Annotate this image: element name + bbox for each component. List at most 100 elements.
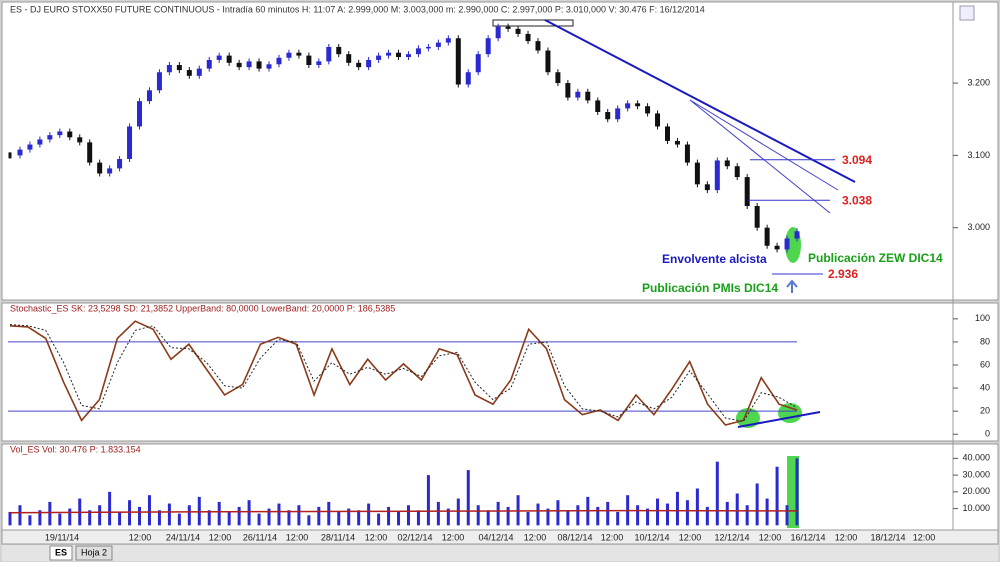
x-tick-label: 12:00 (365, 532, 388, 542)
volume-bar (297, 505, 301, 526)
y-tick-label: 20 (980, 406, 990, 416)
candle (645, 106, 651, 114)
x-tick-label: 12:00 (442, 532, 465, 542)
volume-bar (556, 500, 560, 526)
volume-bar (217, 501, 221, 526)
y-tick-label: 40 (980, 382, 990, 392)
x-tick-label: 28/11/14 (321, 532, 355, 542)
candle (694, 162, 700, 185)
x-tick-label: 12:00 (835, 532, 858, 542)
volume-bar (227, 511, 231, 526)
y-tick-label: 100 (975, 313, 990, 323)
x-tick-label: 12/12/14 (714, 532, 749, 542)
candle (415, 48, 421, 55)
candle (774, 245, 780, 250)
x-tick-label: 24/11/14 (166, 532, 200, 542)
x-tick-label: 12:00 (286, 532, 309, 542)
y-tick-label: 60 (980, 359, 990, 369)
candle (146, 90, 152, 102)
volume-bar (546, 508, 550, 526)
volume-bar (636, 505, 640, 526)
candle (336, 46, 342, 55)
volume-bar (486, 510, 490, 526)
candle (684, 144, 690, 163)
volume-bar (755, 483, 759, 526)
candle (376, 55, 382, 60)
candle (107, 168, 113, 174)
candle (655, 113, 661, 127)
y-tick-label: 3.200 (967, 77, 990, 87)
tab-label[interactable]: ES (55, 547, 67, 557)
candle (515, 28, 521, 34)
x-tick-label: 10/12/14 (634, 532, 669, 542)
volume-bar (347, 508, 351, 526)
top-box (492, 19, 574, 27)
volume-bar (138, 506, 142, 526)
price-panel (1, 1, 999, 301)
volume-bar (177, 513, 181, 526)
volume-bar (476, 505, 480, 526)
candle (256, 61, 262, 69)
candle (137, 101, 143, 127)
candle (316, 61, 322, 65)
candle (714, 160, 720, 191)
candle (37, 139, 43, 145)
candle (306, 55, 312, 65)
volume-bar (446, 508, 450, 526)
volume-bar (377, 513, 381, 526)
level-label: 3.038 (842, 193, 872, 207)
arrow (786, 279, 798, 293)
volume-bar (416, 510, 420, 526)
volume-bar (526, 511, 530, 526)
candle (206, 59, 212, 69)
volume-bar (108, 491, 112, 526)
volume-bar (725, 501, 729, 526)
volume-bar (606, 501, 610, 526)
candle (475, 54, 481, 73)
volume-bar (705, 506, 709, 526)
y-tick-label: 3.000 (967, 222, 990, 232)
candle (47, 135, 53, 140)
candle (535, 41, 541, 51)
x-tick-label: 12:00 (524, 532, 547, 542)
volume-bar (675, 491, 679, 526)
candle (226, 55, 232, 63)
candle (77, 137, 83, 143)
candle (386, 52, 392, 56)
x-tick-label: 12:00 (913, 532, 936, 542)
volume-bar (48, 501, 52, 526)
x-tick-label: 08/12/14 (557, 532, 592, 542)
x-tick-label: 12:00 (209, 532, 232, 542)
candle (425, 46, 431, 49)
candle (784, 238, 790, 250)
x-tick-label: 12:00 (601, 532, 624, 542)
tab-label[interactable]: Hoja 2 (81, 547, 107, 557)
candle (286, 52, 292, 58)
candle (326, 46, 332, 62)
level-label: 2.936 (828, 267, 858, 281)
scroll-button[interactable] (959, 5, 975, 21)
volume-bar (596, 506, 600, 526)
candle (764, 227, 770, 246)
volume-bar (337, 511, 341, 526)
candle (186, 70, 192, 76)
candle (246, 61, 252, 68)
y-tick-label: 0 (985, 429, 990, 439)
candle (565, 83, 571, 98)
tab[interactable] (49, 545, 73, 561)
candle (156, 72, 162, 91)
candle (396, 52, 402, 58)
volume-bar (327, 501, 331, 526)
candle (166, 65, 172, 73)
volume-bar (8, 511, 12, 526)
candle (595, 100, 601, 112)
volume-bar (28, 515, 32, 526)
tab[interactable] (75, 545, 113, 561)
time-axis (1, 529, 999, 545)
candle (734, 166, 740, 178)
volume-bar (566, 510, 570, 526)
volume-bar (775, 466, 779, 526)
candle (585, 91, 591, 101)
volume-bar (18, 505, 22, 526)
annotation: Envolvente alcista (662, 252, 767, 266)
